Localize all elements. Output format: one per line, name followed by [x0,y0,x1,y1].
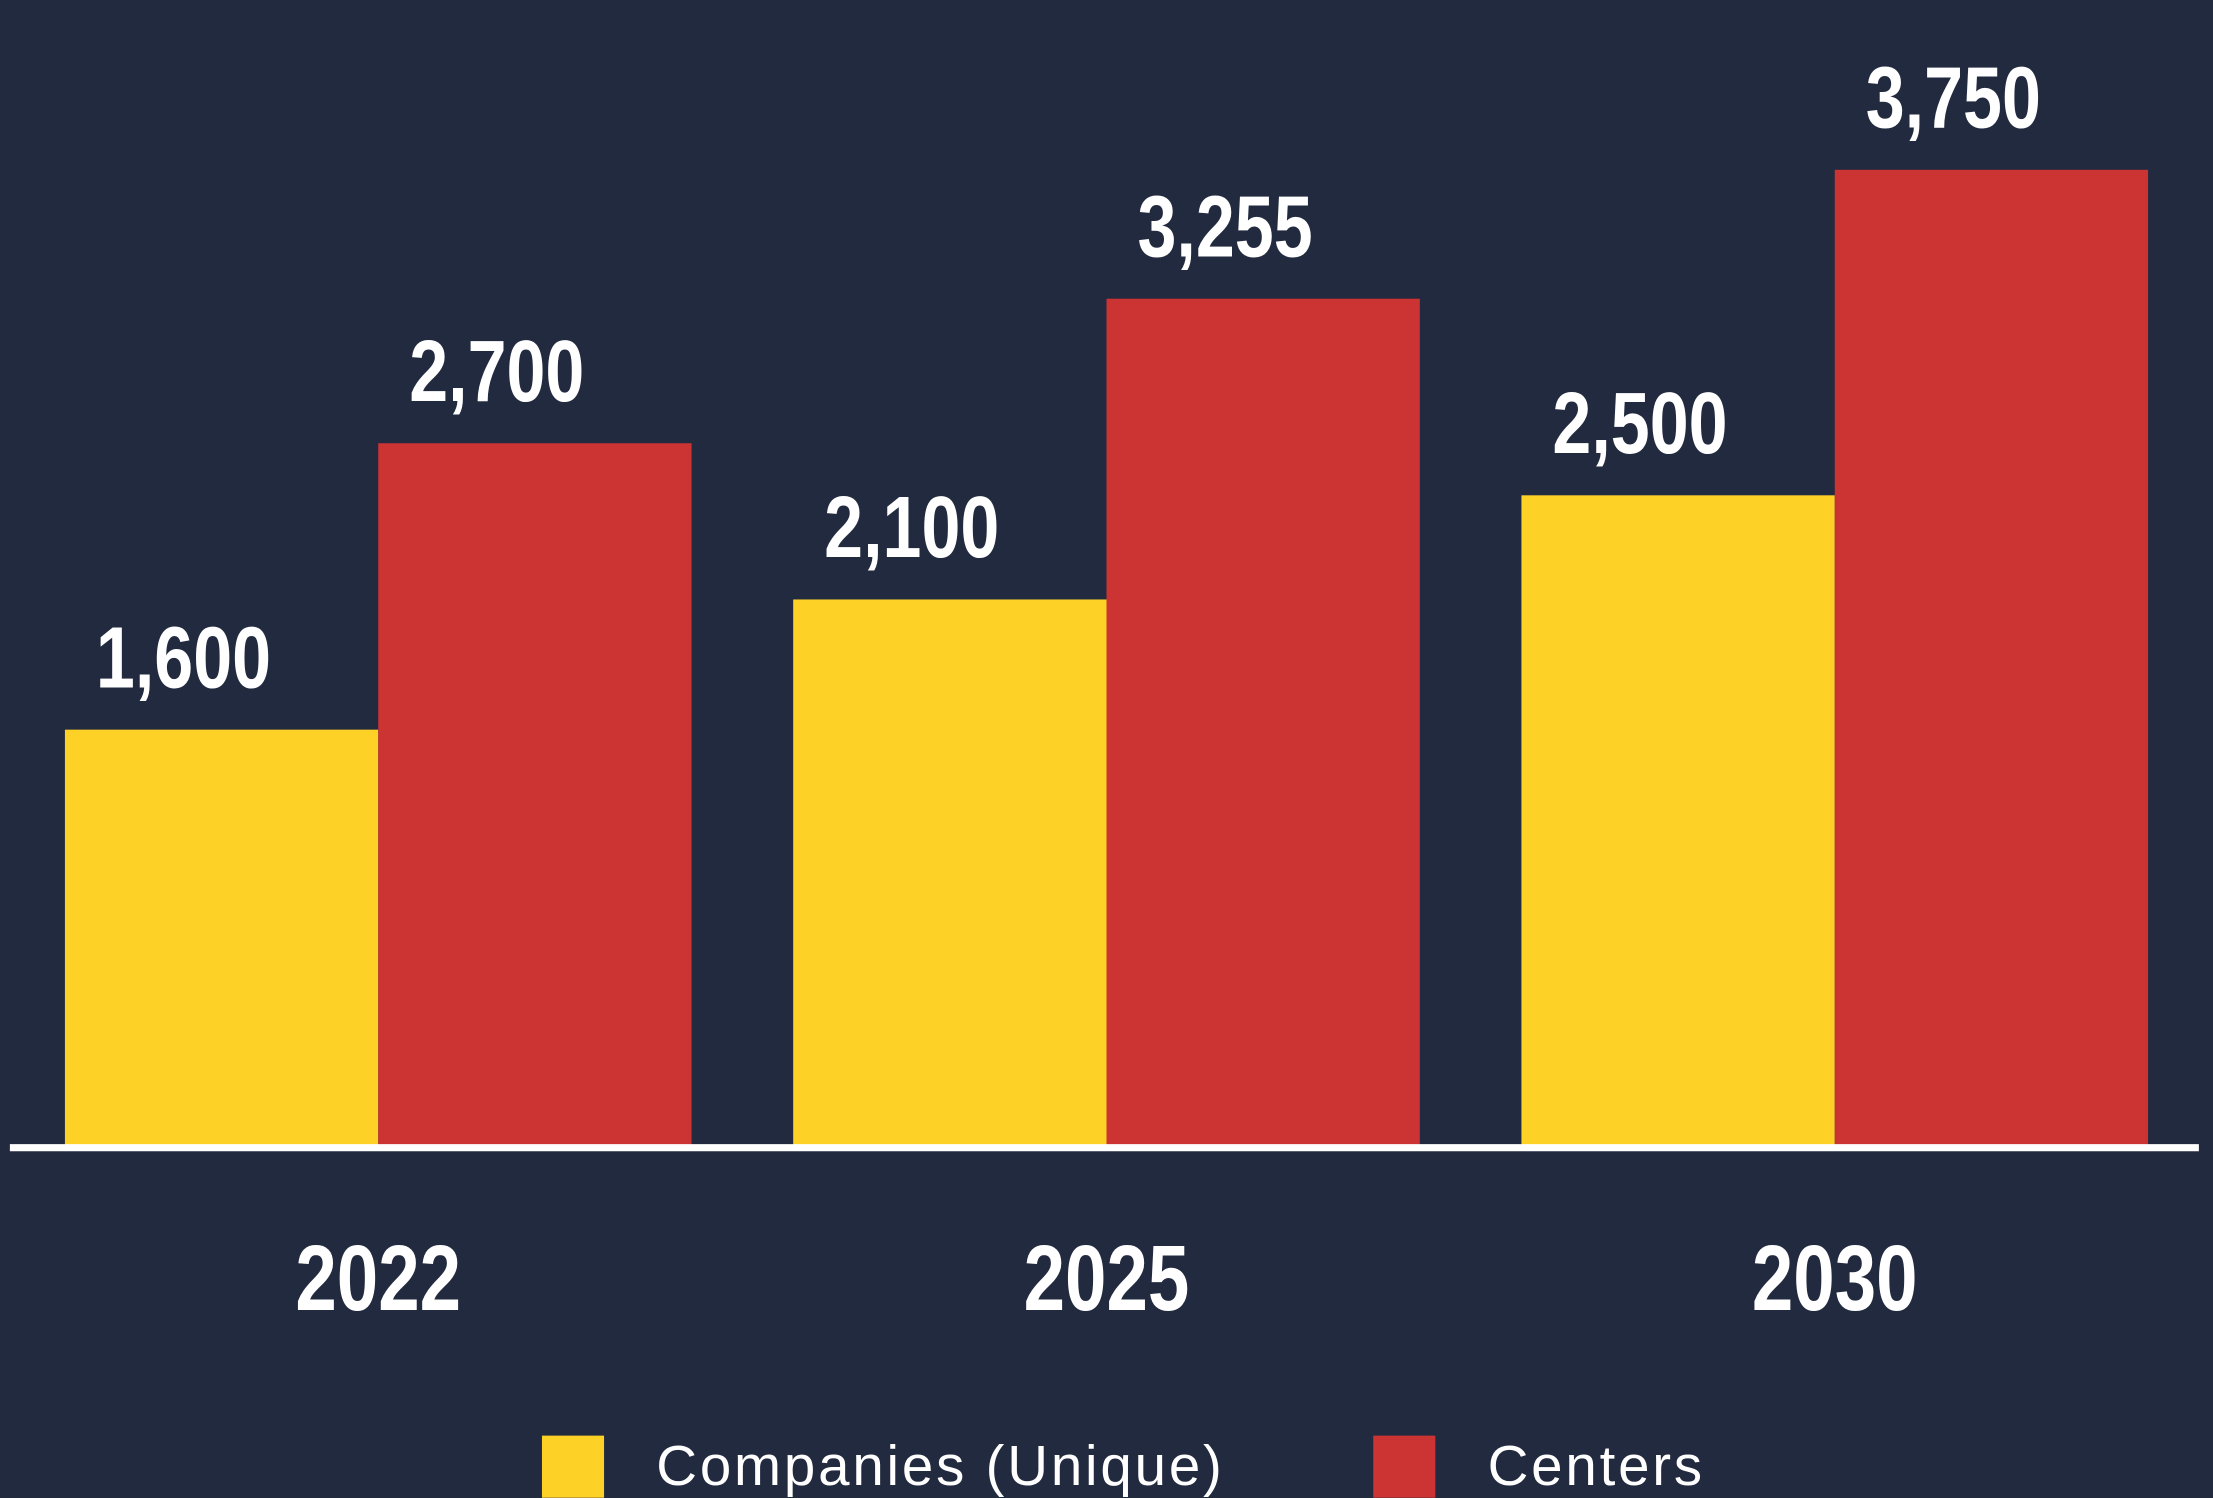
legend-swatch [1373,1435,1436,1498]
data-label: 2,500 [1552,373,1727,471]
x-tick-label: 2025 [1024,1226,1190,1330]
bar [793,599,1107,1147]
data-label: 2,100 [824,478,999,576]
legend-swatch [541,1435,605,1498]
data-label: 3,750 [1866,48,2041,146]
bar [1521,495,1835,1147]
legend-label: Centers [1488,1434,1705,1497]
data-label: 3,255 [1137,177,1312,275]
x-tick-label: 2022 [295,1226,461,1330]
data-label: 1,600 [96,608,271,706]
legend-label: Companies (Unique) [656,1434,1224,1497]
bar [378,443,692,1147]
data-label: 2,700 [409,321,584,419]
bar [64,729,379,1147]
x-tick-label: 2030 [1752,1226,1918,1330]
bar [1834,169,2149,1147]
bar [1106,298,1420,1147]
